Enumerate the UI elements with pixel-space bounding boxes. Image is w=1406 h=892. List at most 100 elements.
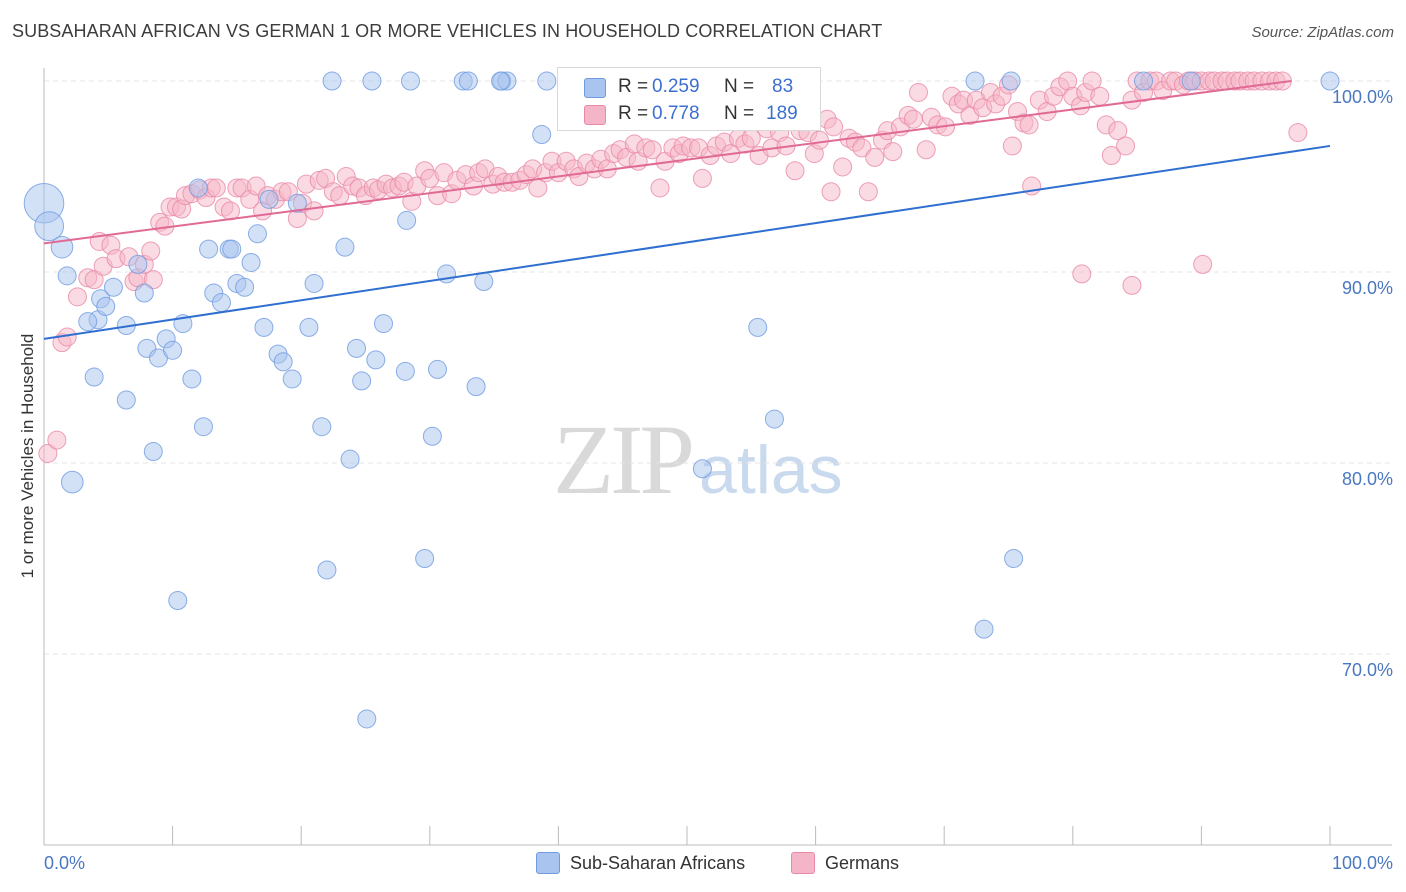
data-point [357, 709, 377, 729]
data-point [60, 470, 84, 494]
data-point [428, 359, 448, 379]
data-point [304, 273, 324, 293]
x-tick-label: 0.0% [44, 853, 85, 873]
watermark-zip: ZIP [553, 404, 695, 515]
data-point [211, 293, 231, 313]
data-point [163, 340, 183, 360]
data-point [47, 430, 67, 450]
data-point [865, 147, 885, 167]
data-point [352, 371, 372, 391]
data-point [1090, 86, 1110, 106]
data-point [317, 560, 337, 580]
data-point [1320, 71, 1340, 91]
legend-item-subsaharan: Sub-Saharan Africans [536, 852, 745, 874]
data-point [692, 459, 712, 479]
data-point [220, 201, 240, 221]
data-point [537, 71, 557, 91]
data-point [415, 549, 435, 568]
data-point [84, 367, 104, 387]
data-point [254, 317, 274, 337]
data-point [466, 377, 486, 397]
y-tick-label: 100.0% [1332, 87, 1393, 107]
legend-item-germans: Germans [791, 852, 899, 874]
data-point [642, 140, 662, 160]
data-point [143, 270, 163, 290]
data-point [299, 317, 319, 337]
source-label: Source: ZipAtlas.com [1251, 24, 1394, 41]
data-point [821, 182, 841, 202]
data-point [312, 417, 332, 437]
data-point [809, 130, 829, 150]
data-point [188, 178, 208, 198]
data-point [335, 237, 355, 257]
data-point [785, 161, 805, 181]
legend-swatch-germans [584, 105, 606, 125]
data-point [1181, 71, 1201, 91]
data-point [96, 296, 116, 316]
data-point [199, 239, 219, 259]
watermark-atlas: atlas [699, 432, 843, 508]
data-point [965, 71, 985, 91]
legend-label-germans: Germans [825, 852, 900, 873]
data-point [1002, 136, 1022, 156]
data-point [304, 201, 324, 221]
y-tick-label: 80.0% [1342, 469, 1393, 489]
legend-r-label: R = [618, 76, 649, 97]
data-point [397, 210, 417, 230]
legend-swatch-subsaharan [584, 78, 606, 98]
data-point [401, 71, 421, 91]
data-point [287, 193, 307, 213]
data-point [833, 157, 853, 177]
data-point [67, 287, 87, 307]
data-point [57, 266, 77, 286]
y-tick-label: 90.0% [1342, 278, 1393, 298]
data-point [1134, 71, 1154, 91]
data-point [1001, 71, 1021, 91]
data-point [1108, 121, 1128, 141]
data-point [182, 369, 202, 389]
data-point [340, 449, 360, 469]
data-point [422, 426, 442, 446]
data-point [374, 314, 394, 334]
data-point [1122, 275, 1142, 295]
data-point [193, 417, 213, 437]
data-point [78, 312, 98, 332]
data-point [1288, 123, 1308, 143]
data-point [824, 117, 844, 137]
chart-title: SUBSAHARAN AFRICAN VS GERMAN 1 OR MORE V… [12, 21, 883, 41]
data-point [346, 338, 366, 358]
data-point [903, 109, 923, 129]
legend-row-subsaharan: R = 0.259 N = 83 [558, 74, 820, 100]
data-point [1082, 71, 1102, 91]
data-point [103, 277, 123, 297]
legend-n-label: N = [724, 76, 755, 97]
legend-n-value: 189 [766, 103, 798, 124]
data-point [458, 71, 478, 91]
legend-n-value: 83 [772, 76, 794, 97]
data-point [532, 124, 552, 144]
data-point [474, 272, 494, 292]
data-point [206, 178, 226, 198]
correlation-legend: R = 0.259 N = 83 R = 0.778 N = 189 [557, 67, 821, 131]
data-point [741, 128, 761, 148]
data-point [858, 182, 878, 202]
data-point [134, 283, 154, 303]
trend-line [43, 80, 1292, 245]
data-point [974, 619, 994, 639]
data-point [366, 350, 386, 370]
data-point [259, 189, 279, 209]
data-point [235, 277, 255, 297]
watermark: ZIP atlas [553, 402, 843, 517]
data-point [1072, 264, 1092, 284]
data-point [1004, 549, 1024, 568]
data-point [168, 591, 188, 611]
data-point [650, 178, 670, 198]
legend-swatch-germans [791, 852, 815, 874]
data-point [395, 361, 415, 381]
data-point [38, 443, 58, 463]
data-point [247, 224, 267, 244]
data-point [908, 82, 928, 102]
data-point [322, 71, 342, 91]
trend-line [43, 144, 1331, 340]
data-point [1116, 136, 1136, 156]
